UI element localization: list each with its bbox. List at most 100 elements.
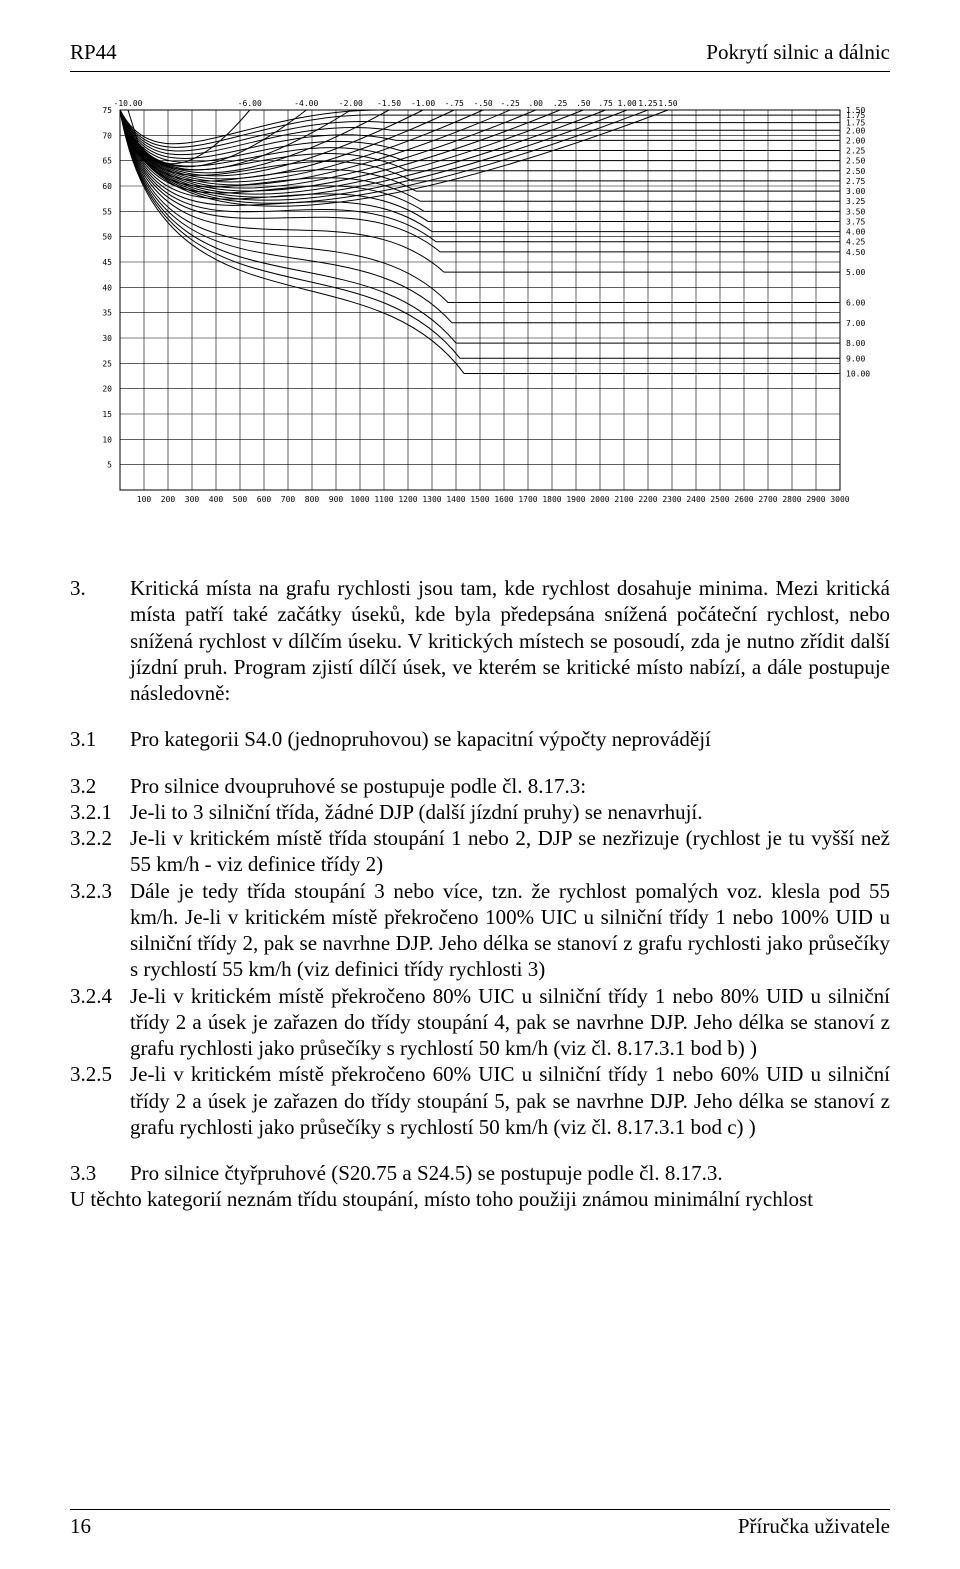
- svg-text:2.50: 2.50: [846, 157, 865, 166]
- svg-text:3.25: 3.25: [846, 197, 865, 206]
- section-3-2-2-text: Je-li v kritickém místě třída stoupání 1…: [130, 825, 890, 878]
- svg-text:1800: 1800: [542, 495, 561, 504]
- svg-text:3000: 3000: [830, 495, 849, 504]
- svg-text:7.00: 7.00: [846, 319, 865, 328]
- svg-text:-.50: -.50: [473, 99, 492, 108]
- section-3: 3. Kritická místa na grafu rychlosti jso…: [70, 575, 890, 706]
- svg-text:8.00: 8.00: [846, 339, 865, 348]
- svg-text:-1.50: -1.50: [377, 99, 401, 108]
- section-3-1-num: 3.1: [70, 726, 130, 752]
- section-3-2-5: 3.2.5 Je-li v kritickém místě překročeno…: [70, 1061, 890, 1140]
- svg-text:1900: 1900: [566, 495, 585, 504]
- svg-text:2000: 2000: [590, 495, 609, 504]
- svg-text:.00: .00: [529, 99, 544, 108]
- section-3-2-4-text: Je-li v kritickém místě překročeno 80% U…: [130, 983, 890, 1062]
- svg-text:-.25: -.25: [501, 99, 520, 108]
- svg-text:5: 5: [107, 461, 112, 470]
- svg-text:.25: .25: [553, 99, 568, 108]
- svg-text:500: 500: [233, 495, 248, 504]
- svg-text:2.00: 2.00: [846, 136, 865, 145]
- svg-text:900: 900: [329, 495, 344, 504]
- section-3-num: 3.: [70, 575, 130, 706]
- svg-text:1.25: 1.25: [638, 99, 657, 108]
- svg-text:1.50: 1.50: [658, 99, 677, 108]
- svg-text:2900: 2900: [806, 495, 825, 504]
- section-3-1: 3.1 Pro kategorii S4.0 (jednopruhovou) s…: [70, 726, 890, 752]
- section-3-2-4-num: 3.2.4: [70, 983, 130, 1062]
- footer-right: Příručka uživatele: [738, 1514, 890, 1539]
- svg-text:600: 600: [257, 495, 272, 504]
- svg-text:75: 75: [102, 106, 112, 115]
- svg-text:2.25: 2.25: [846, 147, 865, 156]
- svg-text:-4.00: -4.00: [294, 99, 318, 108]
- section-3-3-num: 3.3: [70, 1160, 130, 1186]
- svg-text:3.50: 3.50: [846, 207, 865, 216]
- svg-text:6.00: 6.00: [846, 299, 865, 308]
- section-3-2-5-text: Je-li v kritickém místě překročeno 60% U…: [130, 1061, 890, 1140]
- svg-text:70: 70: [102, 131, 112, 140]
- svg-text:2200: 2200: [638, 495, 657, 504]
- svg-text:35: 35: [102, 309, 112, 318]
- section-3-2-3-text: Dále je tedy třída stoupání 3 nebo více,…: [130, 878, 890, 983]
- page-footer: 16 Příručka uživatele: [70, 1509, 890, 1539]
- section-3-3-text: Pro silnice čtyřpruhové (S20.75 a S24.5)…: [130, 1160, 890, 1186]
- svg-text:50: 50: [102, 233, 112, 242]
- svg-text:25: 25: [102, 359, 112, 368]
- svg-text:300: 300: [185, 495, 200, 504]
- svg-text:2600: 2600: [734, 495, 753, 504]
- svg-text:2400: 2400: [686, 495, 705, 504]
- svg-text:2100: 2100: [614, 495, 633, 504]
- section-3-2-3: 3.2.3 Dále je tedy třída stoupání 3 nebo…: [70, 878, 890, 983]
- section-3-2-4: 3.2.4 Je-li v kritickém místě překročeno…: [70, 983, 890, 1062]
- header-right: Pokrytí silnic a dálnic: [706, 40, 890, 65]
- svg-text:.75: .75: [598, 99, 613, 108]
- section-3-text: Kritická místa na grafu rychlosti jsou t…: [130, 575, 890, 706]
- section-3-2: 3.2 Pro silnice dvoupruhové se postupuje…: [70, 773, 890, 799]
- svg-text:4.00: 4.00: [846, 228, 865, 237]
- svg-text:2700: 2700: [758, 495, 777, 504]
- svg-text:30: 30: [102, 334, 112, 343]
- svg-text:400: 400: [209, 495, 224, 504]
- svg-text:10.00: 10.00: [846, 369, 870, 378]
- svg-text:100: 100: [137, 495, 152, 504]
- svg-text:45: 45: [102, 258, 112, 267]
- svg-text:5.00: 5.00: [846, 268, 865, 277]
- svg-text:200: 200: [161, 495, 176, 504]
- svg-text:-1.00: -1.00: [411, 99, 435, 108]
- section-3-2-text: Pro silnice dvoupruhové se postupuje pod…: [130, 773, 890, 799]
- svg-text:800: 800: [305, 495, 320, 504]
- svg-text:10: 10: [102, 435, 112, 444]
- svg-text:1500: 1500: [470, 495, 489, 504]
- svg-text:4.25: 4.25: [846, 238, 865, 247]
- svg-text:2.75: 2.75: [846, 177, 865, 186]
- section-3-3-cont: U těchto kategorií neznám třídu stoupání…: [70, 1186, 890, 1212]
- svg-text:65: 65: [102, 157, 112, 166]
- svg-text:2.00: 2.00: [846, 126, 865, 135]
- section-3-2-1-text: Je-li to 3 silniční třída, žádné DJP (da…: [130, 799, 890, 825]
- svg-text:3.00: 3.00: [846, 187, 865, 196]
- svg-text:2500: 2500: [710, 495, 729, 504]
- svg-text:40: 40: [102, 283, 112, 292]
- svg-text:1300: 1300: [422, 495, 441, 504]
- svg-text:-2.00: -2.00: [339, 99, 363, 108]
- svg-text:1100: 1100: [374, 495, 393, 504]
- svg-text:3.75: 3.75: [846, 217, 865, 226]
- section-3-2-1: 3.2.1 Je-li to 3 silniční třída, žádné D…: [70, 799, 890, 825]
- svg-text:2.50: 2.50: [846, 167, 865, 176]
- svg-text:1700: 1700: [518, 495, 537, 504]
- section-3-2-2: 3.2.2 Je-li v kritickém místě třída stou…: [70, 825, 890, 878]
- section-3-2-2-num: 3.2.2: [70, 825, 130, 878]
- speed-grade-chart: 5101520253035404550556065707510020030040…: [70, 90, 890, 540]
- section-3-2-3-num: 3.2.3: [70, 878, 130, 983]
- svg-text:15: 15: [102, 410, 112, 419]
- section-3-1-text: Pro kategorii S4.0 (jednopruhovou) se ka…: [130, 726, 890, 752]
- svg-text:55: 55: [102, 207, 112, 216]
- header-left: RP44: [70, 40, 117, 65]
- section-3-3: 3.3 Pro silnice čtyřpruhové (S20.75 a S2…: [70, 1160, 890, 1186]
- svg-text:-6.00: -6.00: [238, 99, 262, 108]
- footer-left: 16: [70, 1514, 91, 1539]
- svg-text:.50: .50: [576, 99, 591, 108]
- section-3-2-1-num: 3.2.1: [70, 799, 130, 825]
- svg-text:9.00: 9.00: [846, 354, 865, 363]
- svg-text:700: 700: [281, 495, 296, 504]
